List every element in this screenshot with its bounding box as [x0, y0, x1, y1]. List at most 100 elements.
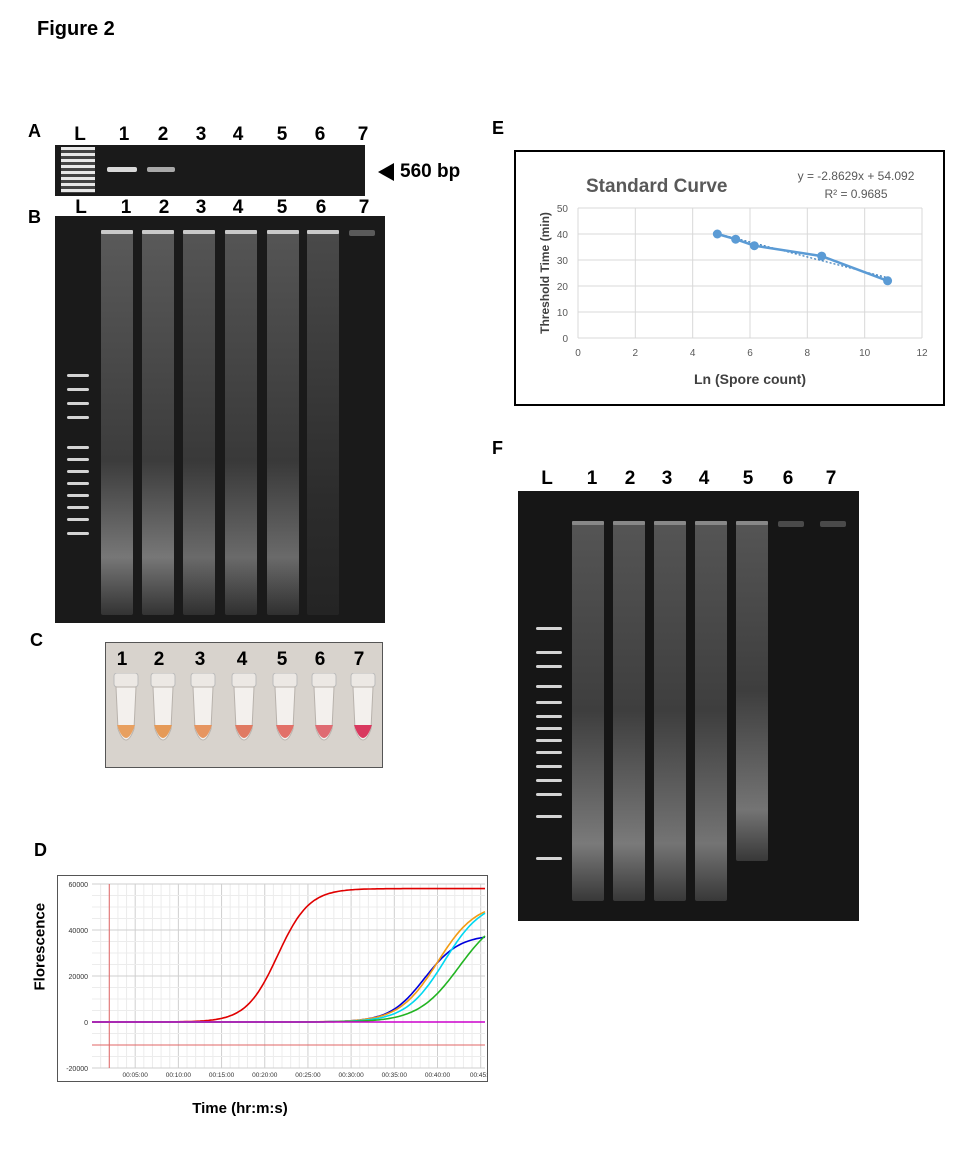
panel-f-well-lane-7 [820, 521, 846, 527]
amp-ytick-label: 20000 [69, 974, 89, 981]
panel-c-lane-4: 4 [236, 649, 248, 670]
amp-xtick-label: 00:25:00 [295, 1072, 321, 1079]
panel-f-lane-7: 7 [825, 468, 837, 489]
std-ytick-label: 40 [557, 230, 569, 241]
panel-f-lane-6: 6 [782, 468, 794, 489]
panel-b-well-lane-7 [349, 230, 375, 236]
panel-f-lane-4: 4 [698, 468, 710, 489]
panel-f-ladder [532, 619, 568, 869]
panel-f-letter: F [492, 438, 503, 458]
panel-c-lane-6: 6 [314, 649, 326, 670]
panel-f-lane-l: L [541, 468, 553, 489]
panel-c-lane-7: 7 [353, 649, 365, 670]
tube-3 [190, 673, 216, 741]
std-xtick-label: 0 [575, 348, 581, 359]
std-data-point [749, 241, 759, 251]
amp-xtick-label: 00:40:00 [425, 1072, 451, 1079]
std-data-point [731, 234, 741, 244]
panel-a-band-lane-1 [107, 167, 137, 172]
panel-c-tubes [113, 673, 376, 741]
panel-f-smear-lane-4 [695, 521, 727, 901]
figure-title: Figure 2 [37, 18, 115, 40]
panel-a-lane-4: 4 [232, 124, 244, 145]
std-data-point [712, 229, 722, 239]
panel-b-smear-lane-2 [142, 230, 174, 615]
panel-f-smear-lane-3 [654, 521, 686, 901]
panel-b-lane-5: 5 [276, 197, 288, 218]
tube-1 [113, 673, 139, 741]
panel-b-smear-lane-1 [101, 230, 133, 615]
std-ytick-label: 0 [562, 334, 568, 345]
panel-a-lane-7: 7 [357, 124, 369, 145]
panel-d-amplification-chart: -20000 0 20000 40000 60000 00:05:00 00:10:00 00… [57, 875, 488, 1082]
panel-a-lane-labels: L 1 2 3 4 5 6 7 [55, 124, 385, 146]
panel-f-lane-3: 3 [661, 468, 673, 489]
std-xtick-label: 2 [633, 348, 639, 359]
panel-b-lane-l: L [75, 197, 87, 218]
panel-b-lane-6: 6 [315, 197, 327, 218]
panel-a-lane-2: 2 [157, 124, 169, 145]
std-xtick-label: 4 [690, 348, 696, 359]
panel-b-lane-2: 2 [158, 197, 170, 218]
panel-a-gel [55, 145, 365, 196]
tube-2 [150, 673, 176, 741]
panel-f-smear-lane-5 [736, 521, 768, 861]
panel-f-lane-5: 5 [742, 468, 754, 489]
panel-a-letter: A [28, 121, 41, 141]
amp-ytick-label: -20000 [66, 1066, 88, 1073]
panel-a-marker-label: 560 bp [400, 161, 461, 182]
std-ytick-label: 20 [557, 282, 569, 293]
panel-a-ladder [61, 147, 95, 193]
amp-ytick-label: 0 [84, 1020, 88, 1027]
amp-curve-1 [92, 887, 485, 1023]
std-ytick-label: 30 [557, 256, 569, 267]
std-trendline [717, 232, 888, 279]
panel-e-letter: E [492, 118, 505, 138]
amp-xtick-label: 00:35:00 [382, 1072, 408, 1079]
amp-xtick-label: 00:05:00 [123, 1072, 149, 1079]
std-xlabel: Ln (Spore count) [694, 371, 806, 387]
std-series-line [716, 232, 889, 282]
panel-b-lane-4: 4 [232, 197, 244, 218]
panel-d-xlabel: Time (hr:m:s) [192, 1100, 288, 1117]
amp-ytick-label: 60000 [69, 882, 89, 889]
amp-xtick-label: 00:10:00 [166, 1072, 192, 1079]
std-xtick-label: 12 [916, 348, 928, 359]
panel-a-lane-6: 6 [314, 124, 326, 145]
panel-a-lane-l: L [74, 124, 86, 145]
amp-xtick-label: 00:30:00 [338, 1072, 364, 1079]
std-xtick-label: 10 [859, 348, 871, 359]
panel-c-lane-5: 5 [276, 649, 288, 670]
panel-d-ylabel: Florescence [31, 902, 49, 991]
panel-a-band-lane-2 [147, 167, 175, 172]
panel-e-box: Standard Curve y = -2.8629x + 54.092 R² = … [514, 150, 945, 406]
amp-curve-3 [92, 910, 486, 1023]
panel-d-letter: D [34, 840, 47, 860]
std-data-point [817, 251, 827, 261]
panel-e-standard-curve-chart: Standard Curve y = -2.8629x + 54.092 R² = … [538, 169, 928, 387]
panel-f-gel [518, 491, 859, 921]
panel-f-lane-2: 2 [624, 468, 636, 489]
panel-c-photo: 1 2 3 4 5 6 7 [105, 642, 383, 768]
panel-c-lane-3: 3 [194, 649, 206, 670]
panel-f-lane-1: 1 [586, 468, 598, 489]
std-equation-label: y = -2.8629x + 54.092 [798, 169, 915, 183]
panel-a-lane-1: 1 [118, 124, 130, 145]
std-ytick-label: 10 [557, 308, 569, 319]
std-ylabel: Threshold Time (min) [538, 212, 552, 334]
panel-a-lane-5: 5 [276, 124, 288, 145]
panel-c-lane-2: 2 [153, 649, 165, 670]
tube-6 [311, 673, 337, 741]
panel-b-smear-lane-3 [183, 230, 215, 615]
std-xtick-label: 8 [805, 348, 811, 359]
panel-b-smear-lane-6 [307, 230, 339, 615]
panel-f-well-lane-6 [778, 521, 804, 527]
amp-xtick-label: 00:45:0 [470, 1072, 488, 1079]
std-xtick-label: 6 [747, 348, 753, 359]
panel-f-smear-lane-1 [572, 521, 604, 901]
panel-a-arrow-icon [378, 163, 394, 181]
panel-c-lane-labels: 1 2 3 4 5 6 7 [106, 649, 382, 673]
amp-xtick-label: 00:15:00 [209, 1072, 235, 1079]
panel-a-lane-3: 3 [195, 124, 207, 145]
panel-b-lane-3: 3 [195, 197, 207, 218]
